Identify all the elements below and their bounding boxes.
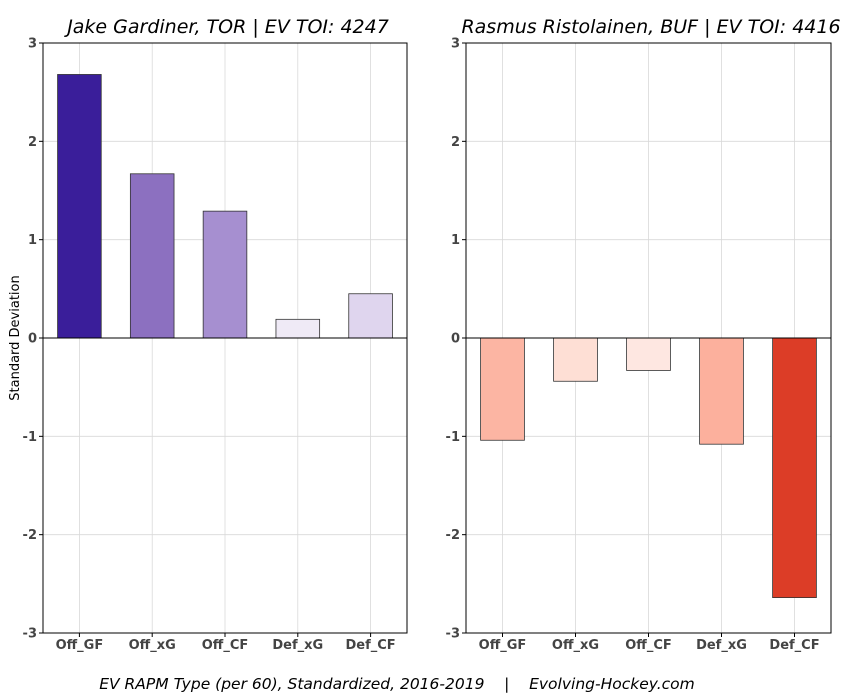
bar-off-xg (129, 173, 175, 339)
chart-title: Rasmus Ristolainen, BUF | EV TOI: 4416 (461, 16, 840, 38)
x-tick-label: Off_GF (56, 638, 104, 653)
y-tick-label: -1 (23, 430, 37, 445)
bar-def-xg (275, 318, 321, 339)
x-tick-label: Def_xG (696, 638, 747, 653)
left-chart-panel: -3 -2 -1 0 1 2 3 Off_GF Off_xG Off_CF Def_xG Def_CF… (8, 16, 408, 653)
x-tick-label: Def_CF (769, 638, 819, 653)
chart-title: Jake Gardiner, TOR | EV TOI: 4247 (63, 16, 389, 38)
x-tick-label: Off_CF (625, 638, 672, 653)
y-tick-label: 1 (28, 233, 37, 248)
x-tick-label: Off_xG (129, 638, 176, 653)
bar-off-gf (57, 74, 102, 339)
y-tick-label: 2 (28, 135, 37, 150)
figure-caption: EV RAPM Type (per 60), Standardized, 201… (99, 675, 695, 693)
y-tick-label: -1 (446, 430, 460, 445)
bar-def-xg (699, 337, 744, 445)
right-chart-panel: -3 -2 -1 0 1 2 3 Off_GF Off_xG Off_CF Def_xG Def_CF… (446, 16, 841, 653)
bar-off-cf (202, 210, 248, 339)
y-tick-label: -3 (23, 627, 37, 642)
bar-off-gf (480, 337, 525, 441)
y-tick-label: 0 (28, 332, 37, 347)
y-tick-label: 0 (451, 332, 460, 347)
bar-def-cf (772, 337, 817, 599)
y-tick-label: 3 (451, 37, 460, 52)
bar-off-cf (626, 337, 671, 371)
y-tick-label: 1 (451, 233, 460, 248)
x-tick-label: Def_xG (272, 638, 323, 653)
y-tick-label: -2 (23, 528, 37, 543)
x-tick-label: Off_CF (202, 638, 249, 653)
bar-def-cf (348, 293, 393, 339)
bar-off-xg (553, 337, 598, 382)
x-tick-label: Off_xG (552, 638, 599, 653)
y-tick-label: -2 (446, 528, 460, 543)
y-tick-label: 2 (451, 135, 460, 150)
y-tick-label: -3 (446, 627, 460, 642)
y-tick-label: 3 (28, 37, 37, 52)
x-tick-label: Off_GF (479, 638, 527, 653)
y-axis-label: Standard Deviation (8, 275, 23, 400)
x-tick-label: Def_CF (346, 638, 396, 653)
